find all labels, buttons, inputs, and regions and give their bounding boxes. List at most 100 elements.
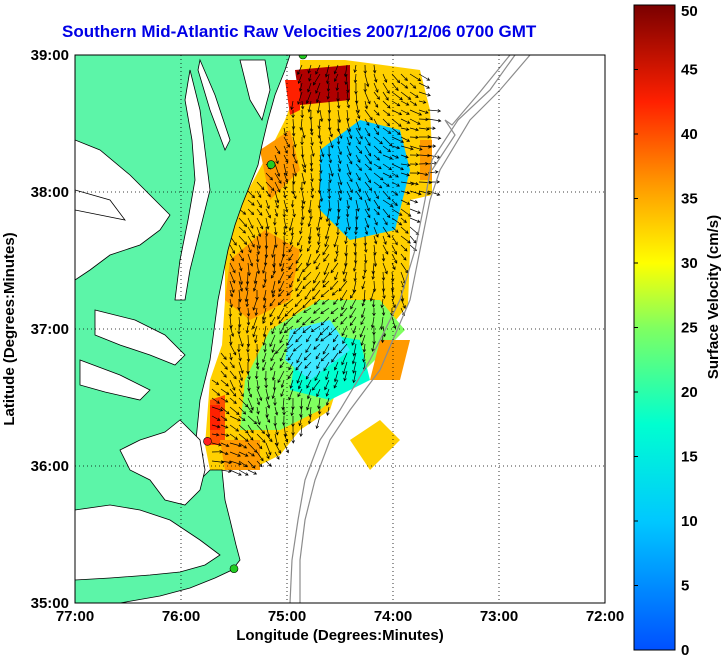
velocity-arrow — [332, 343, 339, 351]
velocity-arrow — [247, 190, 255, 199]
velocity-arrow — [391, 199, 398, 207]
velocity-arrow — [315, 334, 321, 342]
velocity-arrow — [400, 136, 411, 142]
velocity-arrow — [353, 73, 358, 84]
velocity-arrow — [220, 406, 230, 415]
velocity-arrow — [373, 73, 378, 83]
velocity-arrow — [247, 388, 253, 398]
velocity-arrow — [418, 117, 429, 122]
velocity-arrow — [346, 181, 353, 194]
velocity-arrow — [296, 235, 303, 247]
velocity-arrow — [254, 334, 258, 344]
velocity-arrow — [306, 379, 312, 389]
velocity-arrow — [229, 352, 233, 361]
velocity-arrow — [373, 199, 381, 210]
velocity-arrow — [295, 253, 303, 264]
velocity-arrow — [307, 235, 312, 245]
velocity-arrow — [303, 352, 312, 361]
velocity-arrow — [265, 172, 273, 181]
velocity-arrow — [247, 235, 255, 248]
velocity-arrow — [306, 388, 312, 400]
velocity-arrow — [322, 343, 330, 355]
velocity-arrow — [337, 127, 343, 140]
velocity-arrow — [274, 172, 282, 184]
velocity-arrow — [211, 379, 220, 385]
velocity-arrow — [283, 298, 294, 307]
velocity-arrow — [359, 325, 366, 338]
velocity-arrow — [391, 316, 397, 330]
velocity-arrow — [400, 217, 407, 223]
velocity-arrow — [364, 226, 369, 236]
velocity-arrow — [326, 82, 331, 93]
velocity-arrow — [352, 343, 357, 357]
velocity-arrow — [302, 280, 312, 290]
velocity-arrow — [265, 181, 275, 192]
velocity-arrow — [273, 217, 277, 226]
velocity-arrow — [327, 190, 332, 200]
velocity-arrow — [291, 433, 295, 444]
velocity-arrow — [274, 442, 282, 454]
velocity-arrow — [278, 280, 285, 293]
velocity-arrow — [264, 235, 269, 250]
velocity-arrow — [324, 379, 330, 391]
velocity-arrow — [391, 100, 401, 107]
velocity-arrow — [262, 262, 267, 274]
velocity-arrow — [229, 442, 242, 448]
velocity-arrow — [271, 289, 276, 298]
velocity-arrow — [238, 307, 243, 317]
velocity-arrow — [370, 316, 375, 329]
velocity-arrow — [360, 307, 366, 319]
velocity-arrow — [211, 388, 221, 396]
velocity-arrow — [274, 424, 279, 436]
velocity-arrow — [238, 406, 247, 415]
velocity-arrow — [301, 190, 306, 205]
velocity-arrow — [391, 181, 400, 187]
velocity-arrow — [409, 181, 419, 186]
velocity-arrow — [288, 217, 294, 232]
velocity-arrow — [238, 352, 242, 362]
velocity-arrow — [364, 154, 372, 165]
velocity-arrow — [351, 352, 357, 365]
velocity-arrow — [332, 334, 339, 343]
velocity-arrow — [400, 208, 412, 217]
velocity-arrow — [228, 307, 233, 318]
velocity-arrow — [418, 109, 429, 114]
velocity-arrow — [220, 424, 229, 429]
velocity-arrow — [400, 199, 411, 205]
velocity-arrow — [271, 280, 276, 295]
velocity-arrow — [337, 190, 342, 202]
velocity-arrow — [252, 325, 258, 338]
velocity-arrow — [238, 361, 244, 374]
velocity-arrow — [283, 190, 287, 199]
velocity-arrow — [418, 73, 431, 81]
velocity-arrow — [229, 370, 237, 380]
velocity-arrow — [308, 73, 312, 82]
velocity-arrow — [391, 82, 399, 91]
velocity-arrow — [299, 244, 303, 253]
velocity-arrow — [355, 163, 362, 171]
velocity-arrow — [355, 100, 360, 114]
velocity-arrow — [300, 109, 304, 119]
colorbar-tick-label: 30 — [681, 255, 698, 272]
velocity-arrow — [327, 217, 332, 227]
velocity-arrow — [280, 388, 285, 398]
velocity-arrow — [238, 469, 249, 476]
velocity-arrow — [319, 163, 323, 174]
velocity-arrow — [306, 334, 312, 343]
velocity-arrow — [346, 136, 351, 146]
velocity-arrow — [409, 109, 423, 116]
velocity-arrow — [382, 109, 391, 116]
velocity-arrow — [229, 424, 240, 432]
velocity-arrow — [312, 289, 321, 300]
velocity-arrow — [400, 73, 408, 81]
velocity-arrow — [317, 127, 322, 139]
velocity-arrow — [301, 163, 307, 173]
velocity-arrow — [256, 460, 263, 468]
velocity-arrow — [373, 136, 383, 145]
velocity-arrow — [329, 280, 339, 291]
velocity-arrow — [342, 262, 348, 275]
velocity-arrow — [238, 217, 248, 228]
velocity-arrow — [418, 172, 429, 177]
velocity-arrow — [245, 298, 250, 308]
velocity-arrow — [262, 352, 267, 363]
